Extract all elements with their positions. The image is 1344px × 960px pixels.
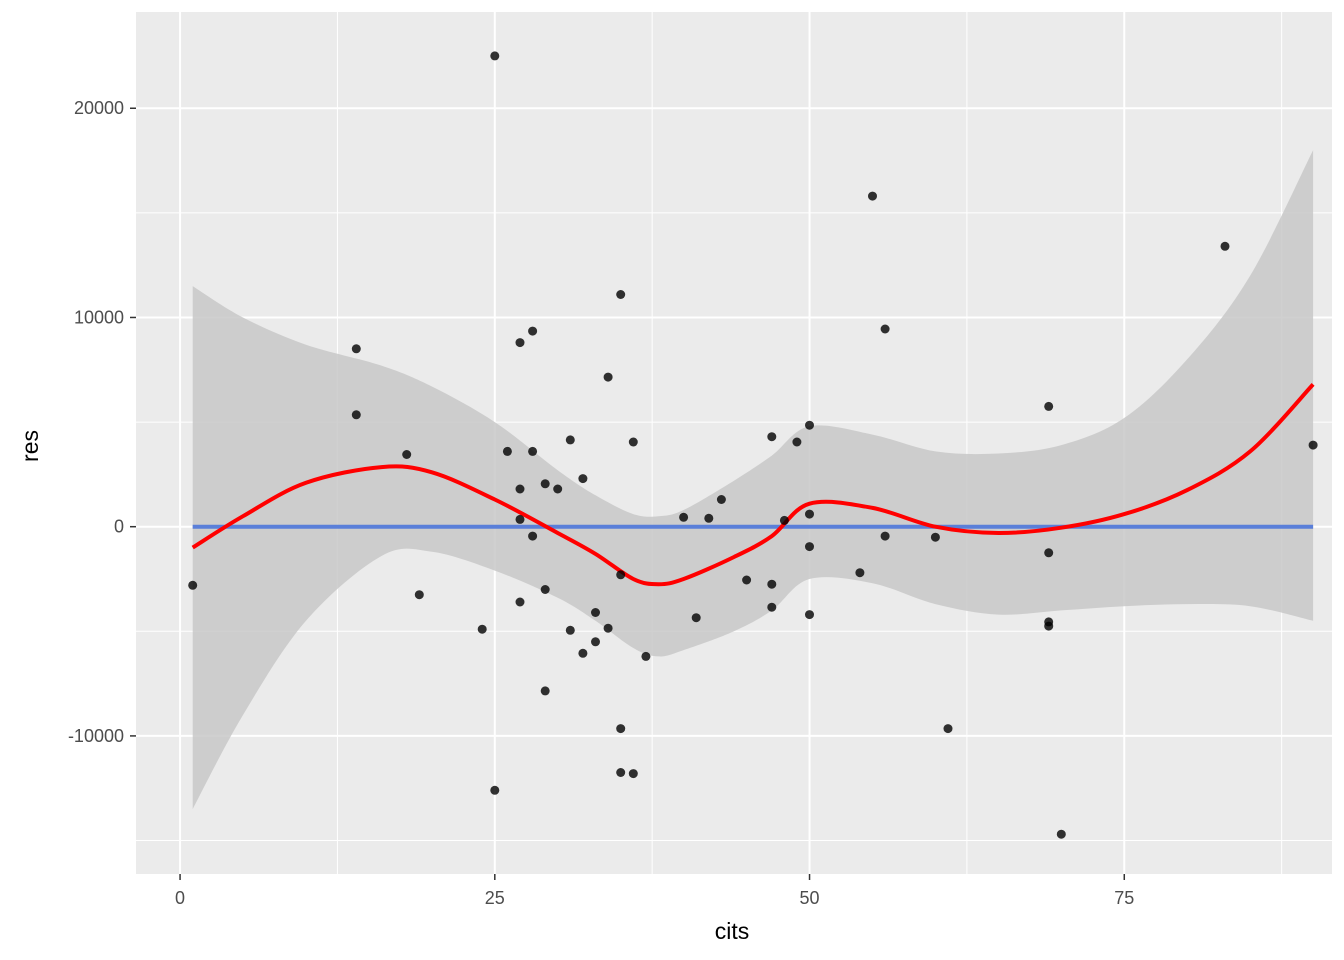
data-point xyxy=(779,515,789,525)
data-point xyxy=(1220,241,1230,251)
data-point xyxy=(591,637,600,647)
data-point xyxy=(603,372,613,382)
data-point xyxy=(540,479,550,489)
data-point xyxy=(616,724,626,734)
data-point xyxy=(616,570,626,580)
data-point xyxy=(1044,401,1054,411)
data-point xyxy=(528,531,538,541)
data-point xyxy=(515,597,525,607)
data-point xyxy=(414,590,424,600)
data-point xyxy=(628,437,638,447)
data-point xyxy=(553,484,563,494)
data-point xyxy=(805,420,814,430)
data-point xyxy=(767,579,777,589)
y-tick-label: 20000 xyxy=(74,98,124,118)
data-point xyxy=(515,484,525,494)
y-tick-label: 0 xyxy=(114,517,124,537)
data-point xyxy=(880,531,890,541)
data-point xyxy=(943,724,953,734)
data-points xyxy=(188,51,1318,839)
data-point xyxy=(880,324,890,334)
data-point xyxy=(767,432,777,442)
x-tick-label: 0 xyxy=(175,888,185,908)
x-tick-label: 50 xyxy=(800,888,820,908)
y-axis-title: res xyxy=(17,430,43,462)
data-point xyxy=(603,623,613,633)
data-point xyxy=(540,686,550,696)
y-tick-label: -10000 xyxy=(68,726,124,746)
data-point xyxy=(805,610,814,620)
data-point xyxy=(716,495,726,504)
data-point xyxy=(565,625,575,635)
x-tick-labels: 0 25 50 75 xyxy=(175,874,1134,908)
data-point xyxy=(528,326,538,336)
data-point xyxy=(515,338,525,348)
data-point xyxy=(930,532,940,542)
data-point xyxy=(188,580,198,590)
x-tick-label: 75 xyxy=(1114,888,1134,908)
data-point xyxy=(351,344,361,354)
data-point xyxy=(351,410,361,420)
x-tick-label: 25 xyxy=(485,888,505,908)
data-point xyxy=(578,474,588,484)
data-point xyxy=(805,542,814,552)
data-point xyxy=(616,290,626,299)
data-point xyxy=(616,768,626,777)
data-point xyxy=(1044,621,1054,631)
data-point xyxy=(515,514,525,524)
data-point xyxy=(477,624,487,634)
data-point xyxy=(490,785,500,795)
data-point xyxy=(704,513,714,523)
data-point xyxy=(402,450,412,459)
data-point xyxy=(691,613,701,623)
data-point xyxy=(742,575,752,585)
data-point xyxy=(565,435,575,445)
data-point xyxy=(855,568,865,578)
y-tick-labels: -10000 0 10000 20000 xyxy=(68,98,136,746)
data-point xyxy=(1308,440,1318,450)
smooth-line xyxy=(191,383,1315,587)
y-tick-label: 10000 xyxy=(74,307,124,327)
data-point xyxy=(1056,829,1066,839)
data-point xyxy=(591,608,600,617)
data-point xyxy=(792,437,802,447)
x-axis-title: cits xyxy=(715,918,750,944)
data-point xyxy=(1044,548,1054,558)
data-point xyxy=(767,602,777,612)
data-point xyxy=(868,191,877,201)
data-point xyxy=(805,509,814,519)
data-point xyxy=(490,51,500,61)
data-point xyxy=(528,446,538,456)
data-point xyxy=(641,651,651,661)
data-point xyxy=(502,446,512,456)
data-point xyxy=(679,512,689,522)
confidence-band xyxy=(192,150,1314,810)
data-point xyxy=(628,769,638,779)
data-point xyxy=(540,585,550,594)
data-point xyxy=(578,648,588,658)
